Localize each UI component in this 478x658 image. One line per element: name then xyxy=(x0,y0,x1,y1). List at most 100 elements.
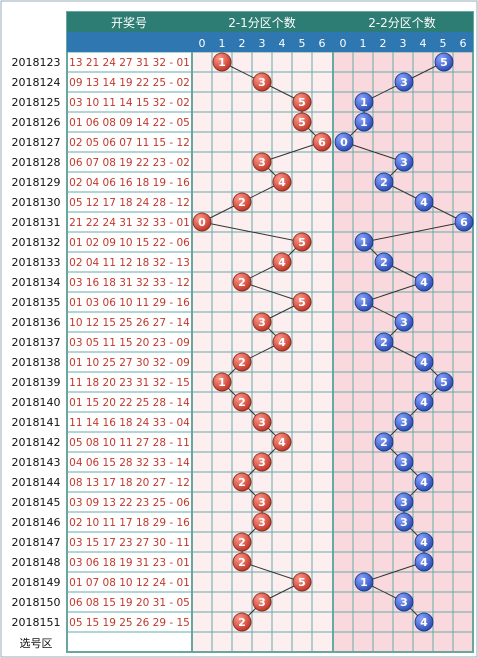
ball-a-label: 1 xyxy=(218,376,226,389)
ball-b-label: 2 xyxy=(380,176,388,189)
ball-a xyxy=(232,392,252,412)
issue-label: 2018139 xyxy=(12,376,61,389)
draw-numbers-cell: 03 09 13 22 23 25 - 06 xyxy=(69,497,190,509)
ball-b xyxy=(414,352,434,372)
issue-label: 2018135 xyxy=(12,296,61,309)
ball-b-label: 5 xyxy=(440,376,448,389)
issue-label: 2018131 xyxy=(12,216,61,229)
issue-label: 2018140 xyxy=(12,396,61,409)
ball-b-label: 3 xyxy=(400,456,408,469)
ball-a-label: 2 xyxy=(238,276,246,289)
ball-a xyxy=(292,232,312,252)
ball-a-label: 4 xyxy=(278,176,286,189)
ball-a xyxy=(292,572,312,592)
draw-numbers-cell: 01 03 06 10 11 29 - 16 xyxy=(69,297,190,309)
ball-b xyxy=(374,332,394,352)
column-label-b: 1 xyxy=(360,37,367,50)
column-label-a: 1 xyxy=(219,37,226,50)
ball-b xyxy=(354,292,374,312)
row-labels: 2018123 13 21 24 27 31 32 - 01 2018124 09 1… xyxy=(12,56,191,629)
ball-a xyxy=(272,172,292,192)
ball-b-label: 1 xyxy=(360,236,368,249)
trend-line-a xyxy=(261,141,323,163)
issue-label: 2018123 xyxy=(12,56,61,69)
issue-label: 2018144 xyxy=(12,476,61,489)
ball-a xyxy=(232,352,252,372)
trend-line-b xyxy=(363,281,425,303)
ball-a-label: 4 xyxy=(278,336,286,349)
ball-b-label: 4 xyxy=(420,476,428,489)
column-label-b: 0 xyxy=(340,37,347,50)
header-draw-numbers: 开奖号 xyxy=(111,16,147,30)
ball-b-label: 3 xyxy=(400,316,408,329)
ball-a-label: 5 xyxy=(298,116,306,129)
ball-b xyxy=(374,172,394,192)
ball-b xyxy=(354,572,374,592)
ball-a-label: 5 xyxy=(298,296,306,309)
ball-a xyxy=(232,612,252,632)
draw-numbers-cell: 02 05 06 07 11 15 - 12 xyxy=(69,137,190,149)
ball-a xyxy=(272,252,292,272)
ball-b-label: 4 xyxy=(420,536,428,549)
ball-a-label: 3 xyxy=(258,596,266,609)
ball-a-label: 3 xyxy=(258,156,266,169)
ball-a xyxy=(292,92,312,112)
ball-a xyxy=(252,452,272,472)
subheader-band-columns xyxy=(192,32,473,52)
ball-a-label: 4 xyxy=(278,256,286,269)
ball-a-label: 2 xyxy=(238,396,246,409)
draw-numbers-cell: 08 13 17 18 20 27 - 12 xyxy=(69,477,190,489)
column-label-b: 3 xyxy=(400,37,407,50)
ball-a-label: 3 xyxy=(258,516,266,529)
subheader-band-numbers xyxy=(67,32,192,52)
ball-b xyxy=(454,212,474,232)
issue-label: 2018146 xyxy=(12,516,61,529)
ball-b-label: 3 xyxy=(400,596,408,609)
draw-numbers-cell: 06 08 15 19 20 31 - 05 xyxy=(69,597,190,609)
draw-numbers-cell: 01 15 20 22 25 28 - 14 xyxy=(69,397,190,409)
ball-a-label: 3 xyxy=(258,456,266,469)
issue-label: 2018151 xyxy=(12,616,61,629)
ball-b xyxy=(394,152,414,172)
ball-b-label: 4 xyxy=(420,396,428,409)
ball-a-label: 2 xyxy=(238,476,246,489)
issue-label: 2018134 xyxy=(12,276,61,289)
ball-b-label: 1 xyxy=(360,96,368,109)
issue-label: 2018128 xyxy=(12,156,61,169)
issue-label: 2018130 xyxy=(12,196,61,209)
column-label-b: 4 xyxy=(420,37,427,50)
draw-numbers-cell: 01 07 08 10 12 24 - 01 xyxy=(69,577,190,589)
column-label-a: 2 xyxy=(239,37,246,50)
issue-label: 2018142 xyxy=(12,436,61,449)
draw-numbers-cell: 03 16 18 31 32 33 - 12 xyxy=(69,277,190,289)
ball-b-label: 4 xyxy=(420,556,428,569)
draw-numbers-cell: 05 15 19 25 26 29 - 15 xyxy=(69,617,190,629)
ball-a-label: 2 xyxy=(238,356,246,369)
draw-numbers-cell: 10 12 15 25 26 27 - 14 xyxy=(69,317,190,329)
ball-b xyxy=(354,92,374,112)
ball-a xyxy=(312,132,332,152)
issue-label: 2018148 xyxy=(12,556,61,569)
ball-a-label: 3 xyxy=(258,496,266,509)
draw-numbers-cell: 03 05 11 15 20 23 - 09 xyxy=(69,337,190,349)
ball-a xyxy=(252,492,272,512)
ball-a xyxy=(232,532,252,552)
ball-b-label: 0 xyxy=(340,136,348,149)
ball-a-label: 6 xyxy=(318,136,326,149)
ball-a-label: 0 xyxy=(198,216,206,229)
ball-b-label: 4 xyxy=(420,196,428,209)
ball-b xyxy=(374,252,394,272)
ball-b-label: 1 xyxy=(360,296,368,309)
ball-b-label: 3 xyxy=(400,76,408,89)
ball-b xyxy=(414,272,434,292)
ball-a xyxy=(252,512,272,532)
draw-numbers-cell: 03 06 18 19 31 23 - 01 xyxy=(69,557,190,569)
issue-label: 2018127 xyxy=(12,136,61,149)
issue-label: 2018143 xyxy=(12,456,61,469)
ball-b-label: 1 xyxy=(360,116,368,129)
ball-b xyxy=(374,432,394,452)
ball-a xyxy=(252,592,272,612)
ball-a-label: 3 xyxy=(258,76,266,89)
ball-a xyxy=(212,372,232,392)
